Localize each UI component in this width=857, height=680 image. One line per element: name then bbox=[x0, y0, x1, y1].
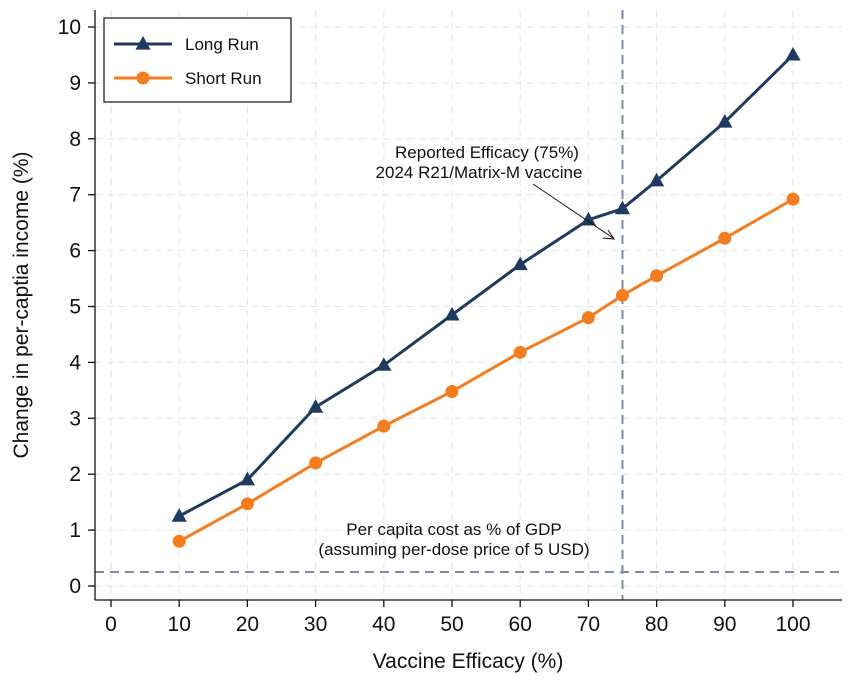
x-tick-label: 20 bbox=[236, 613, 259, 636]
y-axis-title: Change in per-captia income (%) bbox=[10, 152, 33, 459]
x-tick-label: 0 bbox=[105, 613, 117, 636]
x-tick-label: 70 bbox=[577, 613, 600, 636]
data-point-long-run bbox=[376, 357, 392, 371]
reference-lines bbox=[95, 10, 842, 600]
data-point-short-run bbox=[786, 192, 800, 206]
x-tick-label: 30 bbox=[304, 613, 327, 636]
data-point-short-run bbox=[240, 497, 254, 511]
efficacy-annotation-line2: 2024 R21/Matrix-M vaccine bbox=[376, 163, 583, 182]
data-point-long-run bbox=[239, 471, 255, 486]
plot-area bbox=[95, 10, 842, 600]
efficacy-annotation-arrow bbox=[532, 183, 615, 240]
data-point-short-run bbox=[445, 384, 459, 398]
y-tick-label: 5 bbox=[69, 296, 81, 319]
data-point-long-run bbox=[785, 46, 801, 61]
data-point-short-run bbox=[650, 269, 664, 283]
y-tick-label: 3 bbox=[69, 407, 81, 430]
efficacy-annotation-line1: Reported Efficacy (75%) bbox=[395, 143, 579, 162]
series-layer bbox=[171, 46, 801, 548]
y-tick-label: 7 bbox=[69, 184, 81, 207]
data-point-long-run bbox=[171, 508, 187, 522]
legend-label-long-run: Long Run bbox=[185, 35, 259, 54]
legend-label-short-run: Short Run bbox=[185, 69, 262, 88]
axes: 0 10 20 30 40 50 60 70 80 90 100 0 1 2 3 4 5 6 7 8 9 10 bbox=[58, 10, 842, 636]
x-axis-title: Vaccine Efficacy (%) bbox=[373, 650, 564, 673]
y-tick-label: 8 bbox=[69, 128, 81, 151]
data-point-short-run bbox=[513, 345, 527, 359]
y-tick-label: 4 bbox=[69, 351, 81, 374]
y-tick-label: 0 bbox=[69, 575, 81, 598]
y-tick-label: 9 bbox=[69, 72, 81, 95]
legend-marker-short-run bbox=[136, 71, 150, 85]
legend-box bbox=[103, 17, 292, 103]
legend-marker-long-run bbox=[135, 36, 151, 50]
data-point-long-run bbox=[308, 399, 324, 413]
cost-annotation-line1: Per capita cost as % of GDP bbox=[346, 520, 561, 539]
data-point-short-run bbox=[718, 231, 732, 245]
data-point-long-run bbox=[444, 306, 460, 321]
data-point-short-run bbox=[616, 288, 629, 302]
x-tick-label: 90 bbox=[713, 613, 736, 636]
data-point-short-run bbox=[377, 419, 391, 433]
x-tick-label: 60 bbox=[509, 613, 532, 636]
y-tick-label: 1 bbox=[69, 519, 81, 542]
data-point-long-run bbox=[649, 172, 665, 187]
data-point-long-run bbox=[717, 114, 733, 128]
x-tick-label: 10 bbox=[168, 613, 191, 636]
data-point-short-run bbox=[172, 534, 186, 548]
data-point-short-run bbox=[581, 311, 595, 325]
x-tick-label: 80 bbox=[645, 613, 668, 636]
x-tick-label: 40 bbox=[372, 613, 395, 636]
y-tick-label: 6 bbox=[69, 240, 81, 263]
x-tick-label: 50 bbox=[440, 613, 463, 636]
data-point-short-run bbox=[309, 456, 323, 470]
x-tick-label: 100 bbox=[775, 613, 810, 636]
cost-annotation-line2: (assuming per-dose price of 5 USD) bbox=[318, 540, 589, 559]
data-point-long-run bbox=[580, 211, 596, 226]
legend-item-short-run: Short Run bbox=[114, 69, 262, 88]
legend: Long Run Short Run bbox=[103, 17, 292, 103]
legend-item-long-run: Long Run bbox=[114, 35, 259, 54]
data-point-long-run bbox=[614, 200, 631, 215]
data-point-long-run bbox=[512, 256, 528, 271]
y-tick-label: 2 bbox=[69, 463, 81, 486]
y-tick-label: 10 bbox=[58, 16, 81, 39]
